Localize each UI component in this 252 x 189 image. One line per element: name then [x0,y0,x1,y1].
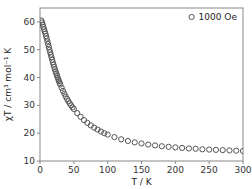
plot-area [40,18,243,154]
y-tick-label: 40 [24,73,36,83]
data-point [220,148,225,153]
x-tick-label: 200 [167,165,184,175]
x-tick [141,161,142,164]
plot-frame [40,8,243,161]
x-tick-label: 250 [201,165,218,175]
data-point [146,142,151,147]
x-tick-label: 50 [68,165,80,175]
x-tick [243,161,244,164]
x-axis-label: T / K [130,177,152,187]
x-tick-label: 0 [37,165,43,175]
data-point [193,146,198,151]
series [40,18,243,154]
data-point [105,132,110,137]
x-tick [107,161,108,164]
y-tick-label: 10 [24,156,36,166]
data-point [227,148,232,153]
data-point [152,143,157,148]
y-tick-label: 20 [24,128,36,138]
data-point [58,82,63,87]
x-tick [175,161,176,164]
legend-marker [189,14,194,19]
y-tick-label: 60 [24,17,36,27]
data-point [159,144,164,149]
y-tick [37,77,40,78]
x-tick-label: 300 [234,165,251,175]
data-point [81,118,86,123]
axes: 0 50 100 150 200 250 300 10 20 30 40 50 60 [24,17,252,175]
data-point [166,144,171,149]
y-tick [37,21,40,22]
data-point [234,148,239,153]
chart: 0 50 100 150 200 250 300 10 20 30 40 50 60 T / K χT / … [0,0,252,189]
data-point [180,145,185,150]
y-tick-label: 30 [24,100,36,110]
data-point [139,141,144,146]
data-point [207,147,212,152]
y-tick [37,161,40,162]
data-point [119,137,124,142]
data-point [102,131,107,136]
legend-label: 1000 Oe [199,12,238,22]
data-point [125,138,130,143]
x-tick [73,161,74,164]
y-tick [37,49,40,50]
x-tick [209,161,210,164]
y-tick-label: 50 [24,45,36,55]
data-point [200,147,205,152]
data-point [186,146,191,151]
y-tick [37,105,40,106]
y-tick [37,133,40,134]
data-point [240,148,243,153]
x-tick-label: 150 [133,165,150,175]
y-axis-label: χT / cm³ mol⁻¹ K [3,47,13,122]
data-point [173,145,178,150]
legend: 1000 Oe [189,12,237,22]
data-point [213,147,218,152]
x-tick-label: 100 [99,165,116,175]
data-point [132,140,137,145]
data-point [112,134,117,139]
